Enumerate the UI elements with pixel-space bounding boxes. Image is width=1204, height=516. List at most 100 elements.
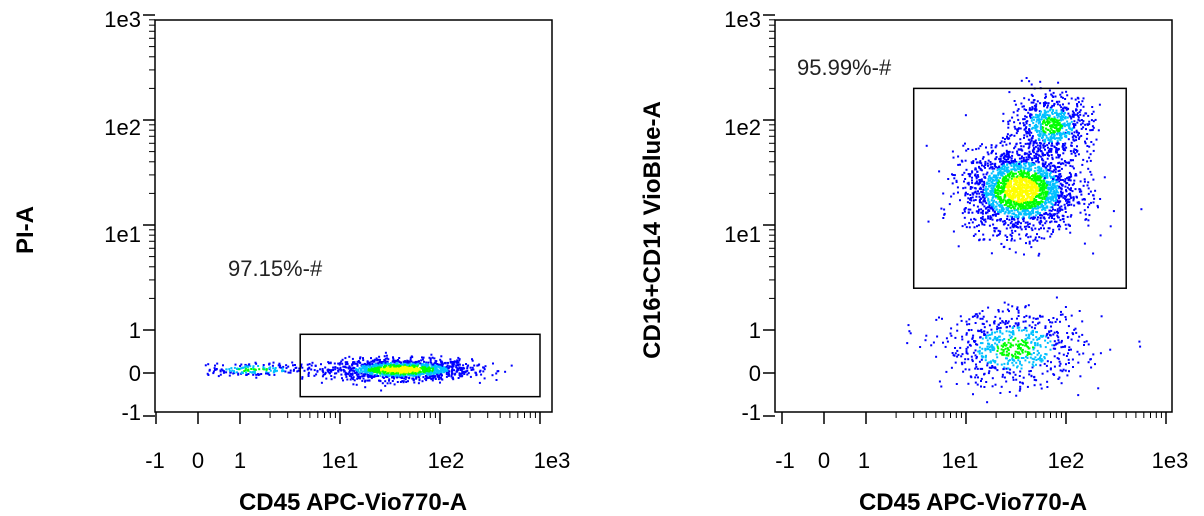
event-point — [992, 194, 995, 197]
event-point — [408, 376, 411, 379]
event-point — [977, 210, 980, 213]
event-point — [479, 369, 482, 372]
event-point — [1015, 361, 1018, 364]
event-point — [1024, 162, 1027, 165]
event-point — [1017, 177, 1020, 180]
event-point — [1027, 193, 1029, 196]
event-point — [483, 368, 486, 371]
event-point — [930, 344, 933, 347]
event-point — [346, 363, 349, 365]
event-point — [269, 369, 272, 372]
event-point — [1082, 105, 1085, 108]
event-point — [385, 366, 388, 369]
event-point — [1006, 135, 1008, 138]
event-point — [422, 373, 425, 375]
event-point — [1005, 155, 1008, 158]
event-point — [461, 370, 464, 373]
event-point — [358, 371, 361, 374]
event-point — [1040, 170, 1042, 173]
plot-left-gate[interactable] — [299, 333, 541, 398]
event-point — [1057, 153, 1060, 156]
event-point — [992, 201, 995, 203]
event-point — [987, 215, 990, 218]
event-point — [1060, 113, 1062, 115]
event-point — [1092, 178, 1095, 181]
event-point — [995, 192, 998, 194]
event-point — [438, 370, 441, 373]
event-point — [1055, 148, 1058, 151]
event-point — [1009, 191, 1011, 194]
event-point — [1047, 137, 1050, 140]
event-point — [413, 364, 416, 367]
event-point — [327, 370, 330, 373]
event-point — [1003, 152, 1005, 155]
event-point — [244, 367, 247, 370]
event-point — [1050, 137, 1053, 140]
event-point — [1028, 80, 1031, 83]
event-point — [422, 376, 425, 379]
event-point — [463, 367, 466, 370]
event-point — [992, 202, 994, 205]
plot-left-gate-label: 97.15%-# — [228, 256, 323, 281]
event-point — [954, 352, 957, 355]
event-point — [1018, 233, 1021, 236]
event-point — [395, 371, 398, 374]
event-point — [1012, 199, 1015, 202]
event-point — [1046, 164, 1049, 167]
event-point — [995, 195, 998, 197]
event-point — [444, 369, 447, 372]
event-point — [1035, 214, 1038, 217]
event-point — [1062, 149, 1065, 152]
event-point — [1051, 321, 1054, 324]
event-point — [1028, 182, 1031, 185]
event-point — [271, 364, 274, 367]
event-point — [1016, 347, 1019, 350]
event-point — [1060, 134, 1063, 137]
event-point — [371, 367, 374, 370]
event-point — [1059, 138, 1062, 141]
event-point — [1032, 338, 1035, 341]
event-point — [392, 372, 395, 375]
event-point — [978, 230, 980, 232]
event-point — [1032, 141, 1035, 144]
event-point — [1068, 124, 1071, 127]
event-point — [430, 375, 432, 377]
event-point — [1042, 164, 1045, 167]
event-point — [1039, 212, 1041, 214]
event-point — [986, 206, 989, 209]
event-point — [1068, 133, 1071, 135]
event-point — [1044, 148, 1046, 151]
event-point — [1075, 129, 1078, 132]
event-point — [212, 370, 215, 373]
event-point — [262, 364, 265, 366]
event-point — [1050, 209, 1053, 212]
event-point — [359, 377, 362, 380]
event-point — [1023, 134, 1026, 137]
event-point — [397, 372, 400, 375]
event-point — [964, 358, 967, 361]
event-point — [404, 378, 407, 381]
event-point — [1046, 144, 1049, 147]
event-point — [1027, 170, 1030, 173]
event-point — [981, 352, 984, 355]
event-point — [1028, 179, 1031, 182]
event-point — [1040, 387, 1043, 390]
event-point — [1045, 102, 1048, 105]
event-point — [962, 144, 965, 147]
event-point — [1061, 125, 1064, 128]
event-point — [450, 372, 453, 375]
event-point — [987, 202, 990, 205]
event-point — [366, 373, 369, 376]
event-point — [1001, 186, 1004, 189]
event-point — [1030, 353, 1033, 356]
event-point — [1005, 149, 1008, 152]
event-point — [1028, 222, 1031, 225]
event-point — [1068, 370, 1070, 373]
event-point — [1061, 218, 1064, 221]
event-point — [1023, 212, 1026, 215]
event-point — [1047, 139, 1050, 141]
event-point — [981, 218, 984, 220]
event-point — [956, 355, 959, 358]
event-point — [1054, 192, 1057, 195]
event-point — [354, 362, 357, 365]
